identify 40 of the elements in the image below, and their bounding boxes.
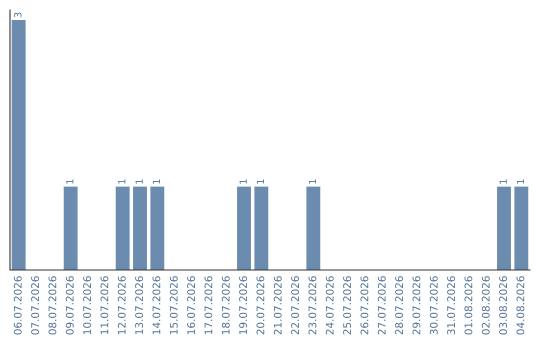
x-tick-label: 19.07.2026 <box>239 276 248 334</box>
data-label: 1 <box>308 179 316 184</box>
x-tick-label: 11.07.2026 <box>100 276 108 334</box>
x-tick-label: 18.07.2026 <box>222 276 230 334</box>
data-label: 1 <box>118 179 126 184</box>
x-tick-label: 20.07.2026 <box>256 276 264 334</box>
x-tick-label: 13.07.2026 <box>135 276 144 334</box>
x-tick-label: 22.07.2026 <box>291 276 300 334</box>
data-label: 1 <box>500 179 507 184</box>
x-tick-label: 23.07.2026 <box>308 276 316 334</box>
x-tick-label: 21.07.2026 <box>274 276 282 334</box>
x-tick-label: 24.07.2026 <box>326 276 334 334</box>
x-tick-label: 08.07.2026 <box>48 276 56 335</box>
x-tick-label: 12.07.2026 <box>118 276 126 334</box>
x-tick-label: 17.07.2026 <box>204 276 212 334</box>
x-tick-label: 28.07.2026 <box>395 276 404 334</box>
x-tick-label: 29.07.2026 <box>412 276 420 334</box>
data-label: 1 <box>240 179 247 184</box>
x-tick-label: 04.08.2026 <box>516 276 524 335</box>
x-tick-label: 06.07.2026 <box>14 276 22 335</box>
x-tick-label: 14.07.2026 <box>152 276 160 334</box>
x-tick-label: 02.08.2026 <box>482 276 490 335</box>
x-tick-label: 26.07.2026 <box>360 276 368 334</box>
x-tick-label: 01.08.2026 <box>464 276 472 335</box>
data-label: 1 <box>516 179 524 184</box>
x-tick-label: 31.07.2026 <box>447 276 456 334</box>
data-label: 3 <box>14 12 22 18</box>
x-tick-label: 15.07.2026 <box>170 276 178 334</box>
x-tick-label: 16.07.2026 <box>187 276 196 334</box>
x-tick-label: 07.07.2026 <box>31 276 40 335</box>
data-label: 1 <box>136 179 143 184</box>
x-tick-label: 09.07.2026 <box>66 276 74 335</box>
data-label: 1 <box>152 179 160 184</box>
x-tick-label: 10.07.2026 <box>83 276 92 334</box>
data-label: 1 <box>66 179 74 184</box>
x-tick-label: 30.07.2026 <box>430 276 438 334</box>
data-label: 1 <box>256 179 264 184</box>
x-tick-label: 03.08.2026 <box>499 276 508 335</box>
x-tick-label: 27.07.2026 <box>378 276 386 334</box>
x-tick-label: 25.07.2026 <box>343 276 352 334</box>
